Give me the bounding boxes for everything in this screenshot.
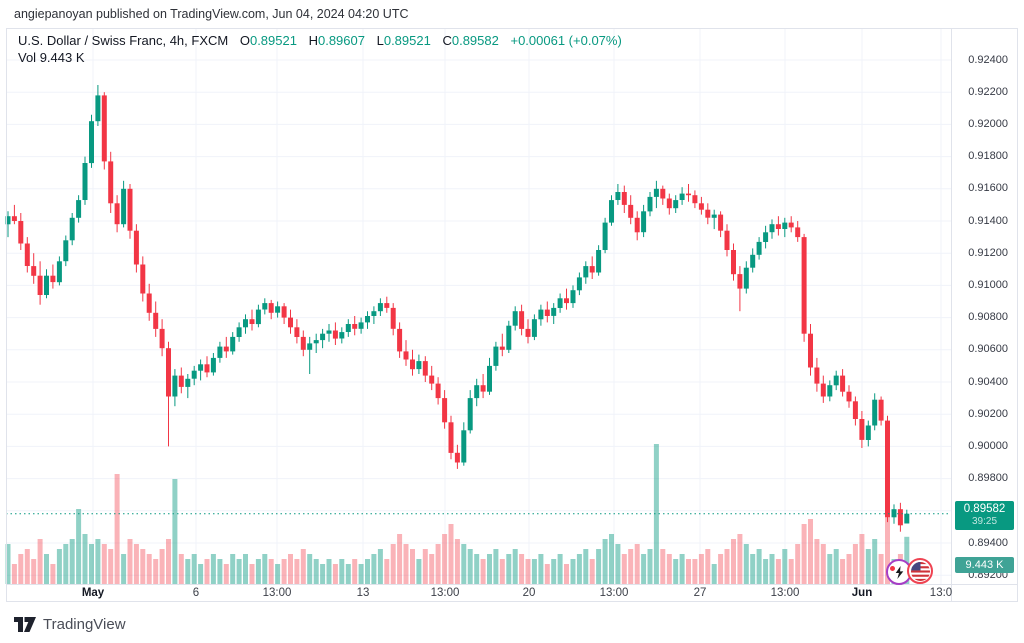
price-axis-label: 0.90400 (968, 375, 1008, 388)
time-axis-label: 13:00 (599, 587, 629, 599)
volume-bars (5, 444, 910, 584)
price-axis-label: 0.90800 (968, 311, 1008, 324)
volume-value: 9.443 K (39, 50, 85, 65)
price-axis-label: 0.91600 (968, 182, 1008, 195)
ohlc-open-value: 0.89521 (249, 33, 297, 48)
ohlc-open-label: O (239, 33, 250, 48)
event-importance-dot (890, 566, 895, 571)
price-axis-label: 0.91800 (968, 150, 1008, 163)
time-axis-label: 13:00 (430, 587, 460, 599)
time-axis-label: 13:0 (929, 587, 952, 599)
price-axis-label: 0.89800 (968, 472, 1008, 485)
price-axis-label: 0.90600 (968, 343, 1008, 356)
price-axis-label: 0.91400 (968, 214, 1008, 227)
ohlc-close-value: 0.89582 (451, 33, 499, 48)
publish-attribution: angiepanoyan published on TradingView.co… (14, 7, 409, 21)
current-price-badge: 0.89582 39:25 (955, 500, 1014, 530)
price-axis-label: 0.92000 (968, 117, 1008, 130)
symbol-legend: U.S. Dollar / Swiss Franc, 4h, FXCM O0.8… (18, 33, 622, 48)
time-axis-label: May (81, 587, 105, 599)
ohlc-change: +0.00061 (+0.07%) (510, 33, 622, 48)
price-axis-label: 0.90000 (968, 439, 1008, 452)
ohlc-low-label: L (376, 33, 384, 48)
lightning-icon (895, 565, 903, 579)
time-axis-label: 13 (356, 587, 370, 599)
gridlines (6, 28, 952, 584)
price-axis-label: 0.91200 (968, 246, 1008, 259)
ohlc-low-value: 0.89521 (383, 33, 431, 48)
ohlc-close-label: C (442, 33, 452, 48)
price-axis-label: 0.92200 (968, 85, 1008, 98)
symbol-title: U.S. Dollar / Swiss Franc, 4h, FXCM (18, 33, 229, 48)
price-axis-label: 0.89400 (968, 536, 1008, 549)
time-axis-label: 13:00 (262, 587, 292, 599)
us-flag-icon (910, 561, 930, 581)
price-axis-label: 0.92400 (968, 53, 1008, 66)
candles (5, 85, 910, 532)
tradingview-logo-icon (14, 617, 36, 632)
time-axis-label: 13:00 (770, 587, 800, 599)
bar-countdown: 39:25 (971, 515, 998, 527)
volume-label: Vol (18, 50, 37, 65)
volume-axis-badge: 9.443 K (955, 557, 1014, 573)
chart-frame (6, 28, 1018, 602)
time-axis-label: Jun (851, 587, 873, 599)
time-axis-label: 6 (192, 587, 200, 599)
price-axis[interactable]: 0.89200 0.89400 0.89800 0.90000 0.90200 0.904… (952, 28, 1018, 584)
time-axis[interactable]: May 6 13:00 13 13:00 20 13:00 27 13:00 Jun 13:0 (6, 585, 952, 601)
time-axis-label: 27 (693, 587, 707, 599)
us-economic-event-marker[interactable] (907, 558, 933, 584)
time-axis-label: 20 (522, 587, 536, 599)
price-axis-label: 0.90200 (968, 407, 1008, 420)
tradingview-logo[interactable]: TradingView (14, 616, 126, 633)
ohlc-high-value: 0.89607 (317, 33, 365, 48)
volume-legend: Vol 9.443 K (18, 50, 85, 65)
tradingview-logo-text: TradingView (43, 616, 126, 633)
price-axis-label: 0.91000 (968, 278, 1008, 291)
ohlc-high-label: H (308, 33, 318, 48)
current-price-value: 0.89582 (963, 502, 1006, 515)
